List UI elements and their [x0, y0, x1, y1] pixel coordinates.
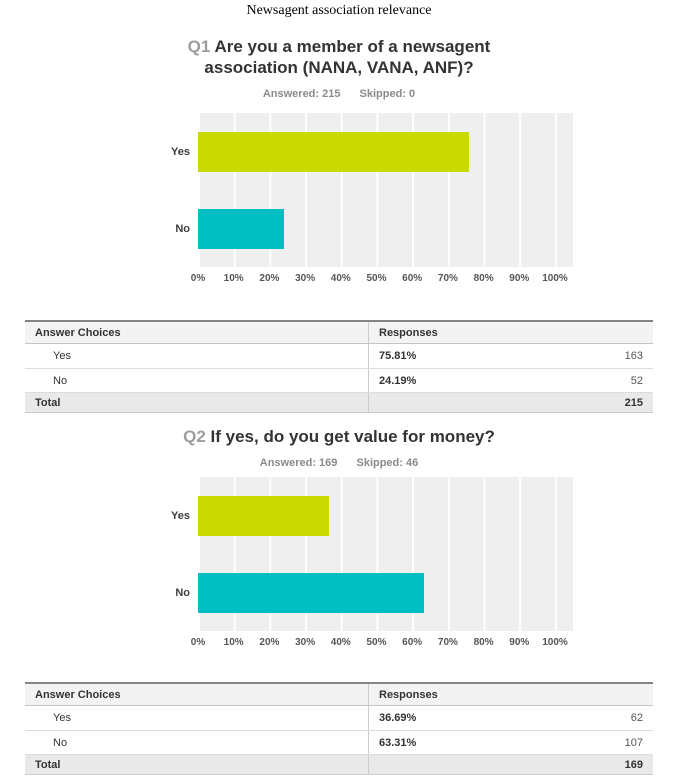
question-1-bar-chart: Yes No [153, 113, 678, 267]
axis-tick: 40% [330, 273, 351, 284]
question-2-response-stats: Answered: 169 Skipped: 46 [0, 457, 678, 469]
axis-tick: 20% [259, 637, 280, 648]
table-header-row: Answer Choices Responses [25, 322, 653, 344]
axis-tick: 70% [437, 273, 458, 284]
bar-label-no: No [175, 586, 190, 599]
question-1-results-table: Answer Choices Responses Yes 75.81% 163 … [25, 320, 653, 413]
table-row: No 63.31% 107 [25, 731, 653, 755]
answered-count: Answered: 215 [262, 88, 341, 100]
total-count: 169 [624, 758, 643, 771]
percent-cell: 75.81% [379, 350, 417, 362]
choice-cell: No [25, 731, 369, 754]
axis-tick: 0% [190, 273, 206, 284]
choice-cell: Yes [25, 706, 369, 730]
bar-label-no: No [175, 222, 190, 235]
bar-row-no [198, 190, 555, 267]
answer-choices-header: Answer Choices [25, 322, 369, 343]
axis-tick: 20% [259, 273, 280, 284]
answer-choices-header: Answer Choices [25, 684, 369, 705]
bar-row-yes [198, 477, 555, 554]
bar-label-yes: Yes [171, 509, 190, 522]
percent-cell: 36.69% [379, 712, 417, 724]
bar-row-no [198, 554, 555, 631]
count-cell: 52 [630, 374, 643, 387]
table-total-row: Total 169 [25, 755, 653, 775]
question-1-heading: Q1 Are you a member of a newsagent assoc… [149, 36, 529, 78]
axis-tick: 80% [473, 273, 494, 284]
axis-tick: 60% [402, 273, 423, 284]
responses-header: Responses [379, 688, 438, 701]
axis-tick: 60% [402, 637, 423, 648]
question-2-results-table: Answer Choices Responses Yes 36.69% 62 N… [25, 682, 653, 775]
table-total-row: Total 215 [25, 393, 653, 413]
axis-tick: 40% [330, 637, 351, 648]
axis-tick: 90% [509, 273, 530, 284]
bar-row-yes [198, 113, 555, 190]
count-cell: 107 [624, 736, 643, 749]
table-row: No 24.19% 52 [25, 369, 653, 393]
yes-bar [198, 131, 469, 172]
axis-tick: 10% [223, 637, 244, 648]
table-row: Yes 75.81% 163 [25, 344, 653, 369]
bar-label-yes: Yes [171, 145, 190, 158]
question-1-response-stats: Answered: 215 Skipped: 0 [0, 88, 678, 100]
no-bar [198, 572, 425, 613]
total-count: 215 [624, 396, 643, 409]
question-1-title: Are you a member of a newsagent associat… [204, 37, 491, 77]
plot-area [198, 113, 573, 267]
axis-tick: 10% [223, 273, 244, 284]
axis-tick: 100% [542, 637, 568, 648]
answered-count: Answered: 169 [259, 457, 338, 469]
question-2-heading: Q2 If yes, do you get value for money? [149, 426, 529, 447]
percent-cell: 63.31% [379, 736, 417, 749]
question-1-number: Q1 [187, 37, 211, 56]
axis-tick: 30% [295, 637, 316, 648]
table-row: Yes 36.69% 62 [25, 706, 653, 731]
count-cell: 163 [624, 350, 643, 362]
axis-tick: 80% [473, 637, 494, 648]
total-label: Total [25, 393, 369, 412]
skipped-count: Skipped: 46 [356, 457, 419, 469]
category-axis-labels: Yes No [153, 477, 190, 631]
axis-tick: 50% [366, 637, 387, 648]
axis-tick: 30% [295, 273, 316, 284]
question-1-x-axis: 0% 10% 20% 30% 40% 50% 60% 70% 80% 90% 1… [191, 267, 568, 291]
yes-bar [198, 495, 329, 536]
axis-tick: 100% [542, 273, 568, 284]
percent-cell: 24.19% [379, 374, 417, 387]
axis-tick: 0% [190, 637, 206, 648]
question-2-number: Q2 [183, 427, 206, 446]
choice-cell: No [25, 369, 369, 392]
axis-tick: 50% [366, 273, 387, 284]
question-2-bar-chart: Yes No [153, 477, 678, 631]
total-label: Total [25, 755, 369, 774]
skipped-count: Skipped: 0 [359, 88, 416, 100]
page-title: Newsagent association relevance [246, 3, 432, 18]
plot-area [198, 477, 573, 631]
axis-tick: 70% [437, 637, 458, 648]
category-axis-labels: Yes No [153, 113, 190, 267]
question-2-title: If yes, do you get value for money? [210, 427, 495, 446]
count-cell: 62 [630, 712, 643, 724]
responses-header: Responses [379, 326, 438, 339]
table-header-row: Answer Choices Responses [25, 684, 653, 706]
no-bar [198, 208, 285, 249]
axis-tick: 90% [509, 637, 530, 648]
choice-cell: Yes [25, 344, 369, 368]
question-2-x-axis: 0% 10% 20% 30% 40% 50% 60% 70% 80% 90% 1… [191, 631, 568, 655]
